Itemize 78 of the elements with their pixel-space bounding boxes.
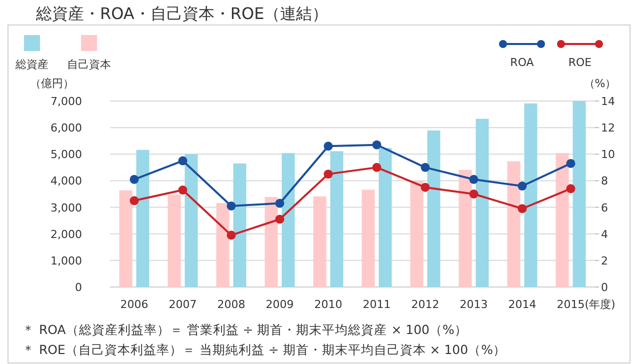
y2-tick-label: 2 bbox=[601, 254, 608, 268]
bar bbox=[427, 130, 440, 287]
y-tick-label: 1,000 bbox=[50, 254, 82, 268]
legend-総資産: 総資産 bbox=[16, 35, 48, 71]
legend-label: ROA bbox=[510, 56, 534, 69]
bar bbox=[168, 194, 181, 287]
y-tick-label: 2,000 bbox=[50, 228, 82, 241]
y2-tick-label: 14 bbox=[601, 95, 615, 108]
text: ＊ ROE（自己資本利益率）＝ 当期純利益 ÷ 期首・期末平均自己資本 × 100（%） bbox=[22, 342, 506, 357]
point bbox=[178, 186, 188, 195]
y-tick-label: 3,000 bbox=[50, 201, 82, 214]
point bbox=[566, 184, 576, 194]
legend-自己資本: 自己資本 bbox=[67, 35, 111, 71]
text: ＊ ROA（総資産利益率）＝ 営業利益 ÷ 期首・期末平均総資産 × 100（%） bbox=[22, 322, 468, 337]
point bbox=[372, 140, 382, 150]
point bbox=[469, 174, 478, 184]
x-tick-label: 2013 bbox=[460, 298, 488, 311]
point bbox=[324, 170, 333, 179]
x-tick-label: 2011 bbox=[362, 298, 391, 311]
y2-tick-label: 6 bbox=[601, 201, 608, 214]
point bbox=[226, 201, 236, 210]
point bbox=[566, 158, 576, 168]
point bbox=[420, 162, 430, 172]
bar bbox=[507, 161, 520, 287]
bar bbox=[119, 190, 132, 287]
bar bbox=[330, 151, 344, 287]
point bbox=[275, 214, 284, 224]
point bbox=[469, 190, 478, 198]
bar bbox=[410, 180, 424, 287]
bar bbox=[524, 103, 538, 287]
point bbox=[226, 230, 236, 240]
y2-tick-label: 8 bbox=[601, 174, 608, 188]
point bbox=[420, 182, 430, 192]
x-tick-label: 2010 bbox=[314, 298, 342, 311]
y2-tick-label: 12 bbox=[601, 122, 615, 135]
point bbox=[324, 142, 333, 151]
bar bbox=[264, 196, 278, 287]
bar bbox=[476, 118, 489, 287]
point bbox=[178, 156, 188, 166]
chart-title: 総資産・ROA・自己資本・ROE（連結） bbox=[35, 4, 328, 23]
y2-tick-label: 0 bbox=[601, 281, 608, 294]
x-tick-label: 2015 bbox=[556, 298, 585, 311]
bar bbox=[233, 163, 246, 287]
y-tick-label: 4,000 bbox=[50, 174, 82, 188]
bar bbox=[282, 153, 295, 287]
x-axis-title: (年度) bbox=[584, 298, 616, 311]
y2-tick-label: 4 bbox=[601, 228, 608, 241]
bar bbox=[556, 153, 569, 287]
y-tick-label: 7,000 bbox=[50, 95, 82, 108]
y2-axis-title: （%） bbox=[584, 77, 616, 90]
bar bbox=[362, 190, 375, 287]
y-axis-title: （億円） bbox=[30, 77, 74, 90]
legend-label: ROE bbox=[568, 56, 592, 69]
x-tick-label: 2006 bbox=[120, 298, 148, 311]
y-tick-label: 6,000 bbox=[50, 122, 82, 135]
y2-tick-label: 10 bbox=[601, 148, 615, 162]
bar bbox=[216, 203, 230, 287]
point bbox=[518, 204, 527, 214]
x-tick-label: 2009 bbox=[266, 298, 294, 311]
legend-label: 総資産 bbox=[14, 58, 48, 71]
x-tick-label: 2012 bbox=[411, 298, 440, 311]
y-tick-label: 5,000 bbox=[50, 148, 82, 162]
bar bbox=[313, 196, 326, 287]
point bbox=[130, 174, 139, 184]
x-tick-label: 2008 bbox=[217, 298, 246, 311]
x-tick-label: 2014 bbox=[508, 298, 536, 311]
point bbox=[275, 198, 284, 208]
bar bbox=[458, 170, 472, 287]
legend-label: 自己資本 bbox=[67, 58, 111, 71]
bar bbox=[378, 148, 392, 287]
y-tick-label: 0 bbox=[75, 281, 82, 294]
bar bbox=[136, 150, 150, 287]
point bbox=[518, 182, 527, 191]
point bbox=[130, 196, 139, 206]
bar bbox=[572, 101, 586, 287]
bar bbox=[184, 154, 198, 287]
point bbox=[372, 162, 382, 172]
x-tick-label: 2007 bbox=[168, 298, 197, 311]
